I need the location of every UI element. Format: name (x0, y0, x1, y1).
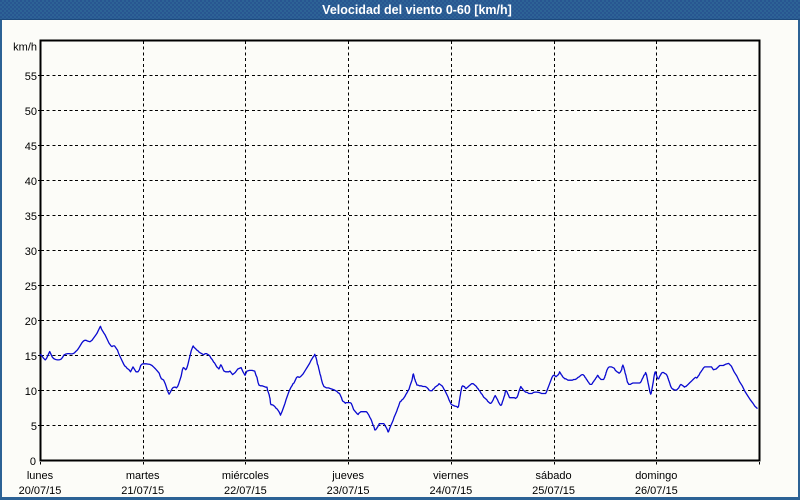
svg-text:sábado: sábado (536, 470, 572, 482)
svg-text:45: 45 (25, 141, 37, 153)
svg-text:20/07/15: 20/07/15 (19, 485, 62, 497)
svg-text:30: 30 (25, 246, 37, 258)
svg-text:55: 55 (25, 71, 37, 83)
svg-text:15: 15 (25, 351, 37, 363)
svg-text:25: 25 (25, 281, 37, 293)
svg-text:viernes: viernes (433, 470, 469, 482)
svg-text:23/07/15: 23/07/15 (327, 485, 370, 497)
svg-text:domingo: domingo (635, 470, 677, 482)
svg-text:Velocidad del viento 0-60 [km/: Velocidad del viento 0-60 [km/h] (322, 3, 512, 17)
svg-text:0: 0 (30, 456, 36, 468)
svg-text:50: 50 (25, 106, 37, 118)
svg-text:10: 10 (25, 386, 37, 398)
svg-text:km/h: km/h (13, 42, 37, 54)
svg-text:5: 5 (31, 421, 37, 433)
svg-text:jueves: jueves (331, 470, 364, 482)
svg-text:22/07/15: 22/07/15 (224, 485, 267, 497)
svg-text:40: 40 (25, 176, 37, 188)
svg-text:martes: martes (126, 470, 160, 482)
svg-text:miércoles: miércoles (222, 470, 270, 482)
svg-text:35: 35 (25, 211, 37, 223)
svg-text:25/07/15: 25/07/15 (532, 485, 575, 497)
svg-text:26/07/15: 26/07/15 (635, 485, 678, 497)
svg-text:21/07/15: 21/07/15 (121, 485, 164, 497)
svg-text:24/07/15: 24/07/15 (429, 485, 472, 497)
svg-text:lunes: lunes (27, 470, 54, 482)
svg-text:20: 20 (25, 316, 37, 328)
